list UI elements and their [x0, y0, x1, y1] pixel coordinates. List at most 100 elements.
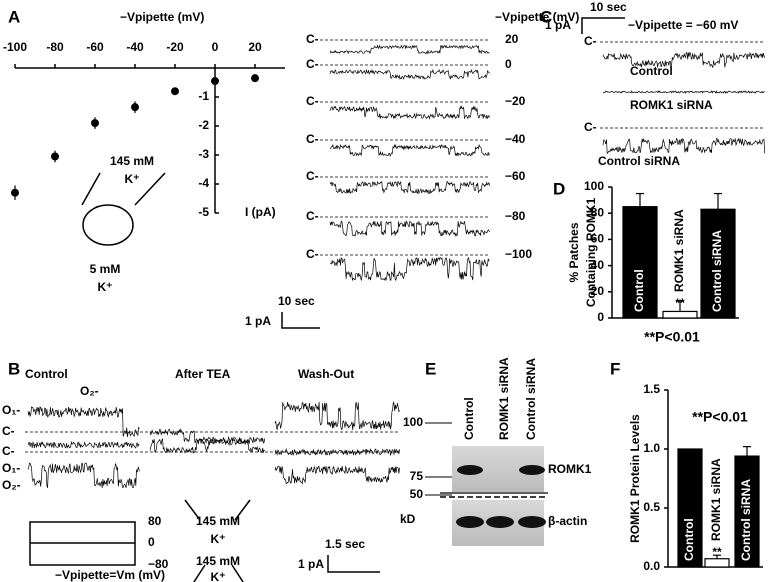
- y-tick-label: 20: [591, 284, 605, 298]
- y-tick-label: -4: [198, 176, 209, 190]
- significance-mark: **: [712, 545, 722, 559]
- current-trace: [329, 256, 490, 282]
- closed-label: C-: [306, 94, 319, 108]
- protocol-level: 0: [148, 535, 155, 549]
- state-label: C-: [2, 444, 15, 458]
- closed-label: C-: [306, 247, 319, 261]
- bar: [677, 448, 703, 568]
- condition-label: After TEA: [175, 367, 231, 381]
- y-tick-label: 0.0: [643, 559, 660, 573]
- scale-label: 1 pA: [298, 557, 324, 571]
- bar: [704, 558, 730, 568]
- condition-label: Control: [25, 367, 68, 381]
- bar: [662, 310, 698, 319]
- state-label: O₂-: [80, 384, 99, 398]
- scale-label: 1 pA: [545, 18, 571, 32]
- voltage-label: 0: [505, 57, 512, 71]
- category-label: Control: [682, 518, 696, 561]
- category-label: Control siRNA: [710, 230, 724, 312]
- voltage-label: −20: [505, 94, 526, 108]
- x-tick-label: -60: [86, 40, 104, 54]
- current-trace: [274, 447, 400, 457]
- voltage-label: −Vpipette = −60 mV: [628, 18, 738, 32]
- blot-band: [486, 516, 514, 528]
- protocol-level: 80: [148, 514, 162, 528]
- patch: [82, 204, 134, 246]
- panel-letter: F: [610, 359, 620, 378]
- y-tick-label: 40: [591, 258, 605, 272]
- mw-label: 50: [410, 487, 424, 501]
- scale-label: 10 sec: [590, 0, 627, 14]
- y-tick-label: -1: [198, 89, 209, 103]
- y-tick-label: 60: [591, 232, 605, 246]
- pipette-outline: [81, 172, 166, 206]
- current-trace: [602, 90, 765, 94]
- panel-letter: B: [8, 359, 20, 378]
- condition-label: Control siRNA: [598, 154, 680, 168]
- current-trace: [329, 143, 490, 158]
- voltage-label: −100: [505, 247, 532, 261]
- y-tick-label: 1.5: [643, 382, 660, 396]
- scale-label: 10 sec: [278, 294, 315, 308]
- panel-letter: E: [425, 359, 436, 378]
- scale-bar: [581, 17, 625, 34]
- significance-note: **P<0.01: [692, 409, 748, 425]
- blot-band: [456, 516, 484, 528]
- bar: [734, 455, 760, 568]
- state-label: O₂-: [2, 478, 21, 492]
- y-tick-label: -2: [198, 118, 209, 132]
- x-tick-label: -20: [166, 40, 184, 54]
- solution-label: 145 mM: [110, 154, 154, 168]
- current-trace: [274, 400, 400, 431]
- solution-label: K⁺: [211, 570, 226, 582]
- current-trace: [27, 462, 140, 489]
- x-tick-label: 0: [212, 40, 219, 54]
- current-trace: [602, 137, 766, 155]
- closed-label: C-: [306, 32, 319, 46]
- band-label: β-actin: [548, 514, 587, 528]
- scale-label: 1 pA: [245, 314, 271, 328]
- current-trace: [149, 437, 265, 454]
- solution-label: K⁺: [211, 532, 226, 546]
- significance-mark: **: [675, 296, 685, 310]
- panel-letter: A: [8, 7, 20, 26]
- voltage-label: −40: [505, 132, 526, 146]
- x-axis-label: −Vpipette (mV): [120, 10, 204, 24]
- data-point: [211, 77, 219, 86]
- solution-label: K⁺: [125, 172, 140, 186]
- unit-label: kD: [400, 512, 416, 526]
- significance-note: **P<0.01: [644, 329, 700, 345]
- solution-label: K⁺: [98, 280, 113, 294]
- current-trace: [329, 220, 490, 237]
- y-axis-label: I (pA): [245, 205, 276, 219]
- data-point: [11, 188, 19, 197]
- current-trace: [329, 44, 490, 55]
- x-tick-label: -40: [126, 40, 144, 54]
- x-tick-label: 20: [248, 40, 262, 54]
- category-label: ROMK1 siRNA: [709, 458, 723, 541]
- current-trace: [329, 180, 490, 195]
- y-tick-label: 0: [597, 310, 604, 324]
- closed-label: C-: [306, 132, 319, 146]
- trace-header: −Vpipette (mV): [495, 10, 579, 24]
- x-tick-label: -100: [3, 40, 27, 54]
- bar: [622, 206, 658, 319]
- closed-label: C-: [306, 57, 319, 71]
- y-tick-label: 1.0: [643, 441, 660, 455]
- panel-letter: C: [540, 7, 552, 26]
- data-point: [91, 119, 99, 128]
- data-point: [51, 152, 59, 161]
- condition-label: Control: [630, 64, 673, 78]
- y-tick-label: -3: [198, 147, 209, 161]
- lane-label: Control siRNA: [524, 358, 538, 440]
- current-trace: [274, 465, 400, 485]
- state-label: O₁-: [2, 403, 20, 417]
- mw-label: 75: [410, 469, 424, 483]
- lane-label: Control: [462, 397, 476, 440]
- category-label: Control: [632, 269, 646, 312]
- closed-label: C-: [306, 209, 319, 223]
- band-label: ROMK1: [548, 462, 592, 476]
- lane-label: ROMK1 siRNA: [497, 357, 511, 440]
- y-tick-label: 100: [584, 179, 604, 193]
- mw-label: 100: [403, 415, 423, 429]
